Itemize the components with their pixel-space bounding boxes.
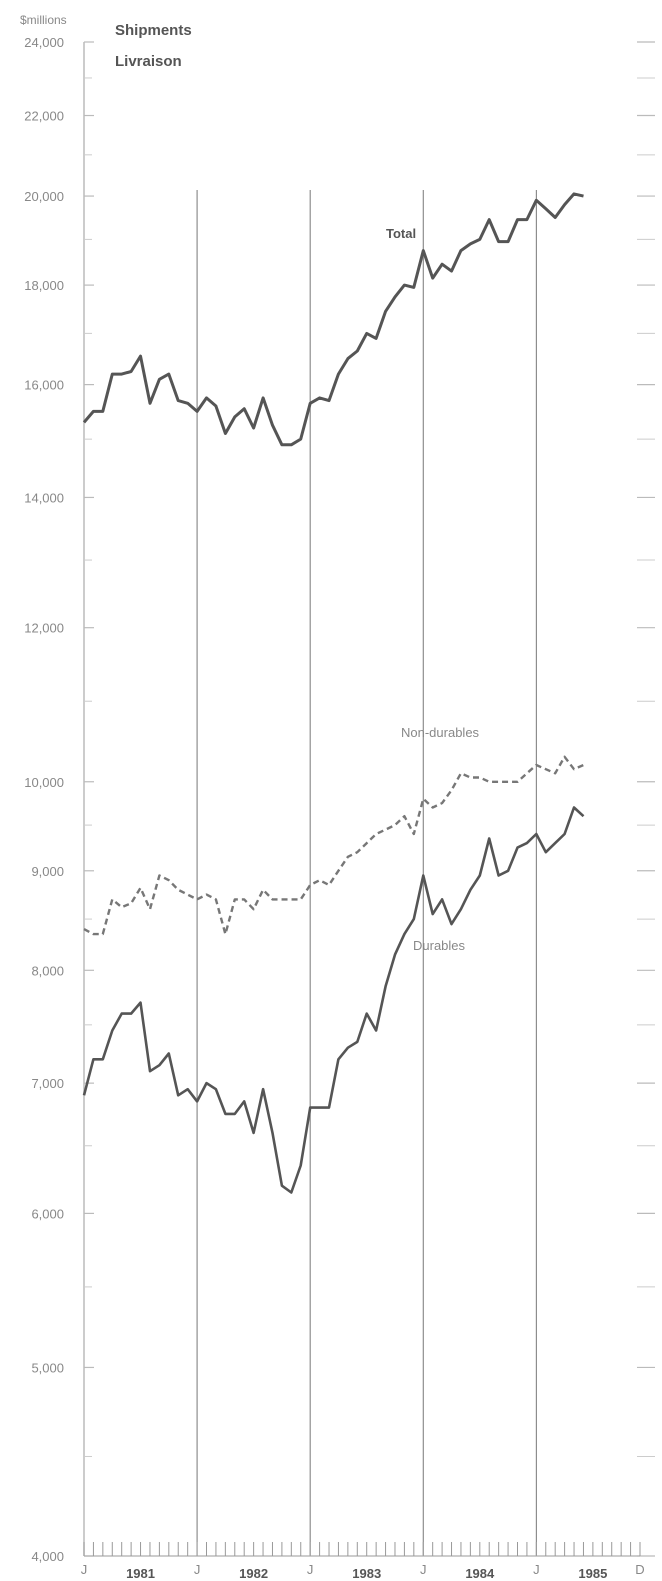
x-month-label: J (307, 1562, 314, 1577)
series-label-durables: Durables (413, 938, 466, 953)
x-year-label: 1981 (126, 1566, 155, 1581)
series-line-total (82, 192, 584, 447)
y-tick-label: 14,000 (24, 490, 64, 505)
y-tick-label: 18,000 (24, 278, 64, 293)
y-tick-label: 8,000 (31, 963, 64, 978)
axis-layer: 4,000 5,000 6,000 7,000 8,000 9,000 10,000 12,0… (24, 35, 655, 1581)
y-unit-label: $millions (20, 13, 67, 27)
y-tick-label: 20,000 (24, 189, 64, 204)
y-tick-label: 6,000 (31, 1206, 64, 1221)
y-tick-label: 9,000 (31, 864, 64, 879)
series-line-non-durables (83, 755, 584, 936)
y-tick-label: 22,000 (24, 109, 64, 124)
chart-subtitle: Livraison (115, 53, 182, 70)
y-tick-label: 24,000 (24, 35, 64, 50)
y-tick-label: 16,000 (24, 378, 64, 393)
x-month-label: J (81, 1562, 88, 1577)
series-layer (82, 192, 585, 1194)
y-tick-label: 12,000 (24, 621, 64, 636)
x-year-label: 1985 (578, 1566, 607, 1581)
y-tick-label: 5,000 (31, 1360, 64, 1375)
series-line-durables (82, 806, 585, 1194)
grid-layer (196, 190, 537, 1556)
chart-title: Shipments (115, 22, 192, 39)
y-tick-label: 7,000 (31, 1076, 64, 1091)
y-tick-label: 4,000 (31, 1549, 64, 1564)
x-year-label: 1983 (352, 1566, 381, 1581)
x-year-label: 1984 (465, 1566, 495, 1581)
label-layer: $millions Shipments Livraison Total Non-… (20, 13, 480, 953)
y-tick-label: 10,000 (24, 775, 64, 790)
x-month-label: D (635, 1562, 644, 1577)
x-month-label: J (194, 1562, 201, 1577)
x-month-label: J (533, 1562, 540, 1577)
series-label-total: Total (386, 226, 416, 241)
x-month-label: J (420, 1562, 427, 1577)
series-label-non-durables: Non-durables (401, 725, 480, 740)
x-year-label: 1982 (239, 1566, 268, 1581)
